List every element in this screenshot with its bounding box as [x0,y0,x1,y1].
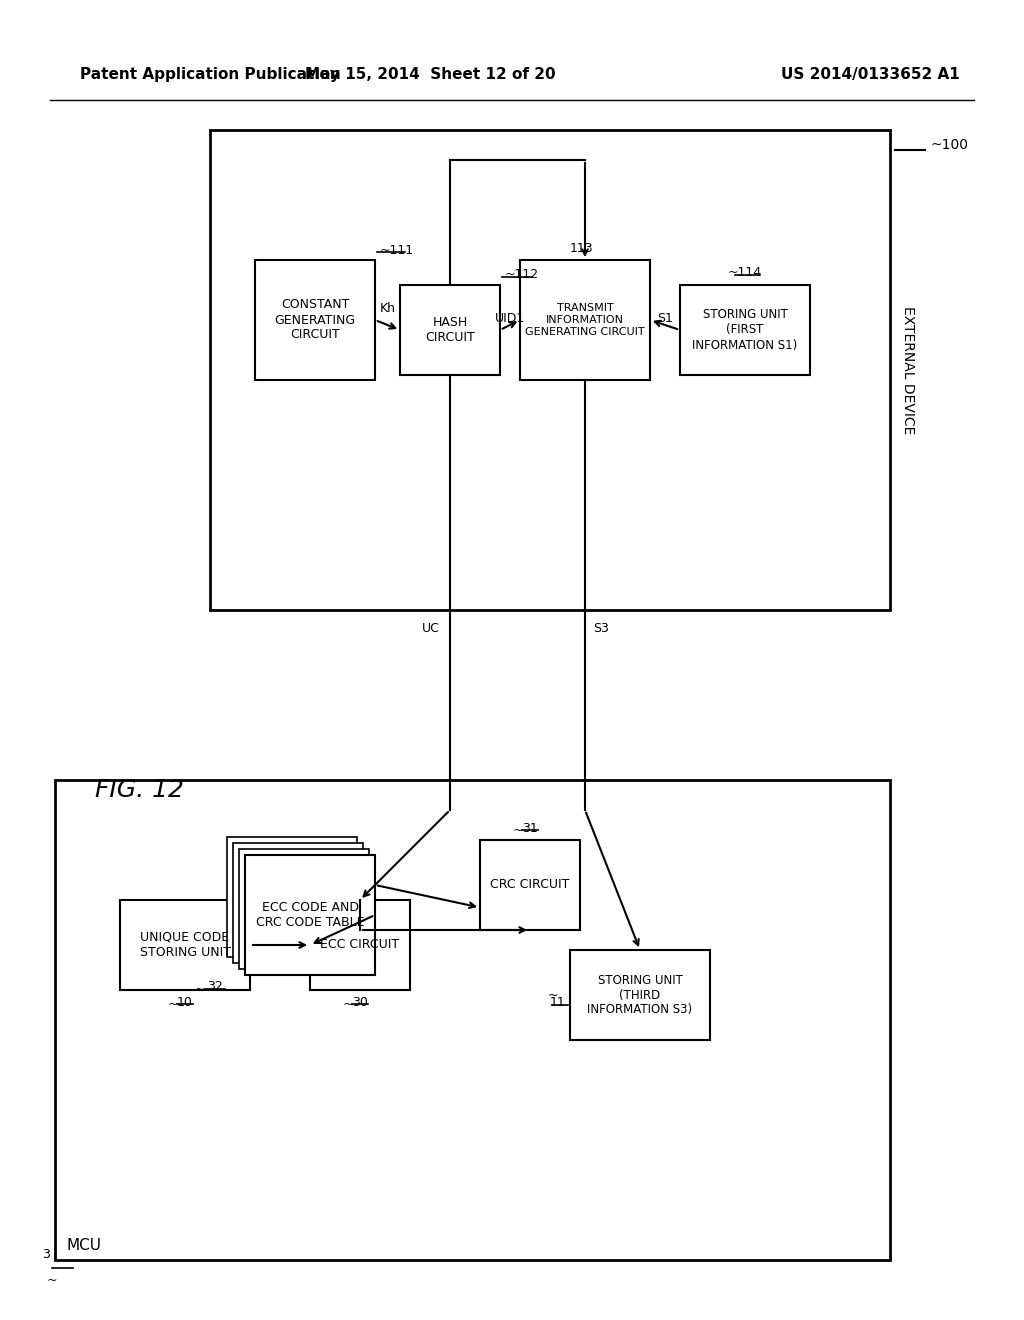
Bar [520,260,650,380]
Bar [55,780,890,1261]
Bar [400,285,500,375]
Bar [120,900,250,990]
Text: UID1: UID1 [495,312,525,325]
Bar [245,855,375,975]
Bar [310,900,410,990]
Text: Patent Application Publication: Patent Application Publication [80,67,341,82]
Bar [255,260,375,380]
Bar [227,837,357,957]
Text: ECC CODE AND
CRC CODE TABLE: ECC CODE AND CRC CODE TABLE [256,902,365,929]
Text: S3: S3 [593,622,609,635]
Text: CRC CIRCUIT: CRC CIRCUIT [490,879,569,891]
Text: STORING UNIT
(FIRST
INFORMATION S1): STORING UNIT (FIRST INFORMATION S1) [692,309,798,351]
Text: UC: UC [422,622,440,635]
Bar [233,843,362,964]
Text: ~: ~ [168,998,178,1011]
Bar [570,950,710,1040]
Text: HASH
CIRCUIT: HASH CIRCUIT [425,315,475,345]
Text: ~114: ~114 [728,267,762,280]
Text: 31: 31 [522,821,538,834]
Text: MCU: MCU [67,1238,102,1253]
Text: Kh: Kh [380,301,395,314]
Text: ~100: ~100 [930,139,968,152]
Text: ~: ~ [195,982,205,995]
Text: 30: 30 [352,995,368,1008]
Text: FIG. 12: FIG. 12 [95,777,184,803]
Text: US 2014/0133652 A1: US 2014/0133652 A1 [780,67,959,82]
Text: 10: 10 [177,995,193,1008]
Text: S1: S1 [657,312,673,325]
Bar [480,840,580,931]
Text: 3: 3 [42,1249,50,1262]
Text: ~: ~ [548,989,558,1002]
Text: TRANSMIT
INFORMATION
GENERATING CIRCUIT: TRANSMIT INFORMATION GENERATING CIRCUIT [525,304,645,337]
Bar [210,129,890,610]
Text: ~111: ~111 [380,243,414,256]
Text: ~: ~ [513,824,523,837]
Text: 32: 32 [207,981,223,994]
Bar [680,285,810,375]
Text: UNIQUE CODE
STORING UNIT: UNIQUE CODE STORING UNIT [139,931,230,960]
Text: 11: 11 [549,997,565,1010]
Text: ECC CIRCUIT: ECC CIRCUIT [321,939,399,952]
Text: EXTERNAL DEVICE: EXTERNAL DEVICE [901,306,915,434]
Text: ~112: ~112 [505,268,539,281]
Text: May 15, 2014  Sheet 12 of 20: May 15, 2014 Sheet 12 of 20 [305,67,555,82]
Text: ~: ~ [47,1274,57,1287]
Text: 113: 113 [570,242,594,255]
Text: ~: ~ [343,998,353,1011]
Text: CONSTANT
GENERATING
CIRCUIT: CONSTANT GENERATING CIRCUIT [274,298,355,342]
Text: STORING UNIT
(THIRD
INFORMATION S3): STORING UNIT (THIRD INFORMATION S3) [588,974,692,1016]
Bar [239,849,369,969]
